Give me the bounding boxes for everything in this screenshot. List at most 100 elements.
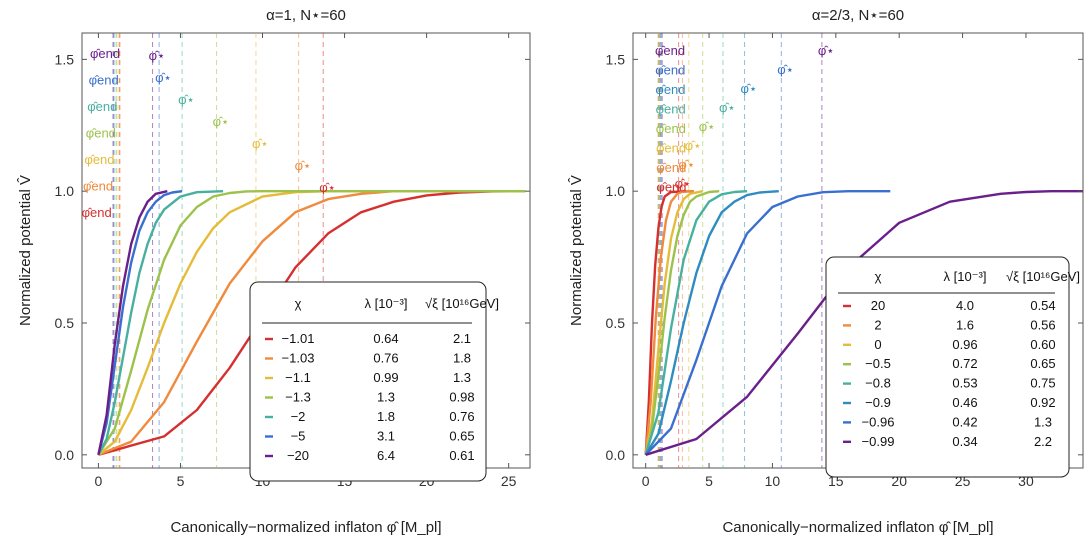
phi-star-label: φ̂⋆ — [678, 157, 695, 172]
legend-lambda: 0.34 — [952, 434, 977, 449]
series-line — [97, 190, 168, 456]
legend-lambda: 0.64 — [373, 331, 398, 346]
phi-star-label: φ̂⋆ — [319, 180, 336, 195]
chart-title: α=2/3, N⋆=60 — [812, 7, 904, 24]
phi-end-label: φ̂end — [90, 46, 120, 61]
x-tick-label: 10 — [765, 473, 781, 489]
series-line — [97, 190, 526, 456]
legend: χ λ [10⁻³] √ξ [10¹⁶GeV] 20 4.0 0.54 2 1.6 0.56 0 0… — [825, 256, 1080, 478]
legend-lambda: 6.4 — [377, 448, 395, 463]
phi-star-label: φ̂⋆ — [155, 70, 172, 85]
legend-lambda: 1.3 — [377, 390, 395, 405]
x-tick-label: 25 — [501, 473, 517, 489]
legend-sqrt-xi: 0.76 — [449, 409, 474, 424]
legend-lambda: 3.1 — [377, 429, 395, 444]
y-tick-label: 1.0 — [606, 183, 626, 199]
legend-chi: −0.9 — [865, 395, 891, 410]
phi-star-label: φ̂⋆ — [213, 114, 230, 129]
phi-end-label: φ̂end — [656, 141, 686, 156]
phi-star-label: φ̂⋆ — [178, 92, 195, 107]
legend-chi: −0.5 — [865, 356, 891, 371]
legend-sqrt-xi: 0.98 — [449, 390, 474, 405]
y-axis: 0.0 0.5 1.0 1.5 — [606, 51, 1083, 463]
legend-chi: −20 — [287, 448, 309, 463]
legend-sqrt-xi: 0.65 — [1030, 356, 1055, 371]
series-line — [644, 190, 703, 456]
legend-chi: −1.3 — [285, 390, 311, 405]
legend-sqrt-xi: 2.2 — [1034, 434, 1052, 449]
legend-chi: −1.1 — [285, 370, 311, 385]
legend-chi: −5 — [291, 429, 306, 444]
phi-end-label: φ̂end — [656, 180, 686, 195]
legend-sqrt-xi: 0.54 — [1030, 298, 1055, 313]
legend-lambda: 4.0 — [956, 298, 974, 313]
phi-end-label: φ̂end — [87, 99, 117, 114]
legend: χ λ [10⁻³] √ξ [10¹⁶GeV] −1.01 0.64 2.1 −1.03 0.… — [249, 281, 499, 482]
y-tick-label: 1.5 — [55, 51, 75, 67]
legend-header: χ — [295, 296, 302, 311]
legend-chi: 0 — [874, 337, 881, 352]
y-tick-label: 1.0 — [55, 183, 75, 199]
series-line — [97, 190, 224, 456]
legend-chi: 20 — [871, 298, 885, 313]
y-tick-label: 1.5 — [606, 51, 626, 67]
legend-sqrt-xi: 1.3 — [1034, 414, 1052, 429]
series-line — [644, 190, 720, 456]
phi-star-label: φ̂⋆ — [252, 136, 269, 151]
phi-star-label: φ̂⋆ — [675, 176, 692, 191]
legend-header: λ [10⁻³] — [365, 296, 408, 311]
phi-end-label: φ̂end — [656, 160, 686, 175]
legend-chi: −0.99 — [862, 434, 895, 449]
legend-sqrt-xi: 0.56 — [1030, 317, 1055, 332]
legend-header: √ξ [10¹⁶GeV] — [425, 296, 499, 311]
x-tick-label: 0 — [642, 473, 650, 489]
legend-chi: −1.03 — [282, 351, 315, 366]
y-tick-label: 0.0 — [55, 447, 75, 463]
series-line — [98, 190, 526, 456]
phi-end-label: φ̂end — [83, 179, 113, 194]
phi-star-label: φ̂⋆ — [818, 43, 835, 58]
phi-star-label: φ̂⋆ — [719, 100, 736, 115]
series-line — [644, 190, 694, 455]
legend-lambda: 0.42 — [952, 414, 977, 429]
phi-star-label: φ̂⋆ — [699, 119, 716, 134]
phi-star-label: φ̂⋆ — [685, 138, 702, 153]
legend-box — [249, 281, 487, 482]
legend-sqrt-xi: 2.1 — [453, 331, 471, 346]
series-line — [644, 190, 694, 455]
legend-lambda: 1.6 — [956, 317, 974, 332]
legend-sqrt-xi: 0.61 — [449, 448, 474, 463]
phi-end-label: φ̂end — [655, 43, 685, 58]
y-axis: 0.0 0.5 1.0 1.5 — [55, 51, 530, 463]
y-tick-label: 0.5 — [55, 315, 75, 331]
phi-end-label: φ̂end — [655, 82, 685, 97]
phi-end-label: φ̂end — [655, 63, 685, 78]
phi-star-label: φ̂⋆ — [149, 48, 166, 63]
legend-chi: 2 — [874, 317, 881, 332]
phi-end-label: φ̂end — [656, 102, 686, 117]
x-tick-label: 5 — [705, 473, 713, 489]
phi-star-label: φ̂⋆ — [295, 158, 312, 173]
y-axis-label: Normalized potential V̂ — [17, 175, 34, 326]
legend-chi: −0.96 — [862, 414, 895, 429]
legend-header: √ξ [10¹⁶GeV] — [1006, 269, 1080, 284]
phi-end-label: φ̂end — [86, 126, 116, 141]
legend-lambda: 0.96 — [952, 337, 977, 352]
legend-chi: −2 — [291, 409, 306, 424]
phi-star-label: φ̂⋆ — [741, 81, 758, 96]
legend-lambda: 0.72 — [952, 356, 977, 371]
series-line — [644, 190, 748, 456]
legend-lambda: 0.46 — [952, 395, 977, 410]
y-tick-label: 0.0 — [606, 447, 626, 463]
legend-box — [825, 256, 1070, 478]
legend-lambda: 0.53 — [952, 376, 977, 391]
x-tick-label: 0 — [95, 473, 103, 489]
legend-chi: −0.8 — [865, 376, 891, 391]
legend-sqrt-xi: 0.65 — [449, 429, 474, 444]
legend-header: λ [10⁻³] — [944, 269, 987, 284]
series-line — [97, 190, 526, 456]
series-line — [644, 190, 779, 456]
phi-end-label: φ̂end — [84, 152, 114, 167]
legend-sqrt-xi: 0.60 — [1030, 337, 1055, 352]
